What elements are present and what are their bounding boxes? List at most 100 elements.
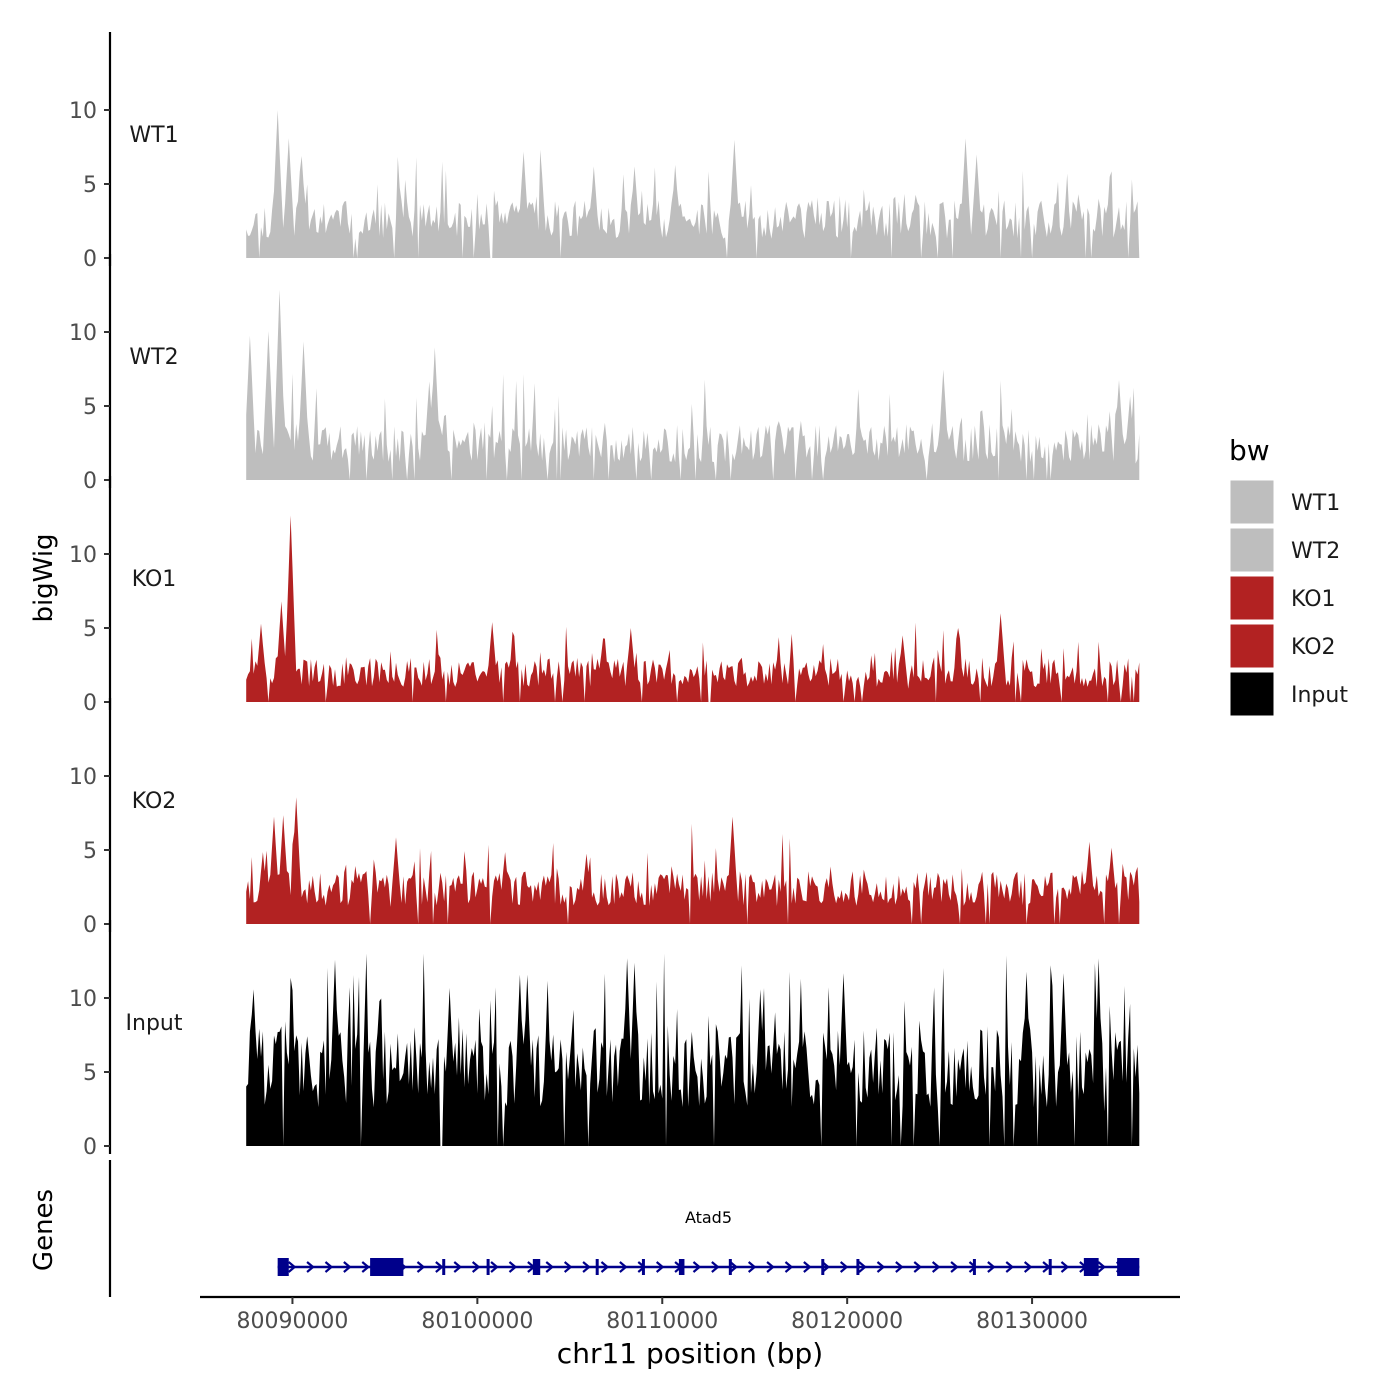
gene-track: Genes Atad5 xyxy=(29,1160,1140,1297)
strand-arrow xyxy=(950,1261,959,1273)
strand-arrow xyxy=(711,1261,720,1273)
y-tick-label: 10 xyxy=(69,765,97,790)
y-tick-label: 10 xyxy=(69,543,97,568)
signal-area-wt1 xyxy=(246,110,1140,258)
strand-arrow xyxy=(1023,1261,1033,1273)
y-tick-label: 5 xyxy=(83,617,97,642)
exon xyxy=(277,1258,289,1276)
legend: bw WT1 WT2 KO1 KO2 Input xyxy=(1229,434,1348,717)
track-wt2: 0 5 10 WT2 xyxy=(69,254,1140,494)
track-label-wt2: WT2 xyxy=(129,345,178,370)
strand-arrow xyxy=(600,1261,610,1273)
legend-swatch-wt1 xyxy=(1229,479,1275,525)
legend-swatch-ko2 xyxy=(1229,623,1275,669)
strand-arrow xyxy=(1097,1261,1106,1273)
strand-arrow xyxy=(987,1261,996,1273)
track-label-ko1: KO1 xyxy=(132,567,177,592)
strand-arrow xyxy=(508,1261,518,1273)
signal-area-input xyxy=(246,953,1140,1146)
strand-arrow xyxy=(619,1261,628,1273)
strand-arrow xyxy=(876,1261,886,1273)
signal-tracks: 0 5 10 WT1 0 5 10 WT2 0 5 10 KO1 0 5 10 KO2 0 5 10 Input xyxy=(69,32,1140,1160)
strand-arrow xyxy=(895,1261,904,1273)
signal-area-wt2 xyxy=(246,289,1140,480)
signal-area-ko1 xyxy=(246,515,1140,702)
legend-label-ko1: KO1 xyxy=(1291,587,1336,612)
strand-arrow xyxy=(913,1261,922,1273)
exon xyxy=(370,1258,404,1276)
legend-swatch-ko1 xyxy=(1229,575,1275,621)
exon xyxy=(1048,1259,1052,1275)
strand-arrow xyxy=(655,1261,665,1273)
track-label-ko2: KO2 xyxy=(132,789,177,814)
x-tick-label: 80120000 xyxy=(791,1309,903,1334)
strand-arrow xyxy=(839,1261,849,1273)
x-axis: 80090000 80100000 80110000 80120000 80130000 xyxy=(200,1295,1180,1334)
strand-arrow xyxy=(803,1261,812,1273)
strand-arrow xyxy=(692,1261,702,1273)
legend-swatch-input xyxy=(1229,671,1275,717)
y-tick-label: 0 xyxy=(83,469,97,494)
y-axis-title: bigWig xyxy=(29,533,59,622)
legend-label-wt1: WT1 xyxy=(1291,491,1340,516)
exon xyxy=(595,1259,599,1275)
gene-name-label: Atad5 xyxy=(685,1208,732,1227)
y-tick-label: 0 xyxy=(83,247,97,272)
y-tick-label: 0 xyxy=(83,1135,97,1160)
strand-arrow xyxy=(361,1261,370,1273)
y-tick-label: 5 xyxy=(83,1061,97,1086)
track-ko1: 0 5 10 KO1 xyxy=(69,476,1140,716)
exon xyxy=(856,1259,860,1275)
strand-arrow xyxy=(324,1261,334,1273)
strand-arrow xyxy=(784,1261,794,1273)
x-tick-label: 80110000 xyxy=(606,1309,718,1334)
strand-arrow xyxy=(1005,1261,1014,1273)
track-input: 0 5 10 Input xyxy=(69,920,1140,1160)
track-wt1: 0 5 10 WT1 xyxy=(69,32,1140,272)
exon xyxy=(1083,1258,1099,1276)
strand-arrow xyxy=(766,1261,775,1273)
strand-arrow xyxy=(287,1261,297,1273)
legend-label-wt2: WT2 xyxy=(1291,539,1340,564)
y-tick-label: 10 xyxy=(69,321,97,346)
y-tick-label: 0 xyxy=(83,913,97,938)
track-label-input: Input xyxy=(126,1011,183,1036)
exon xyxy=(532,1259,541,1275)
strand-arrow xyxy=(453,1261,462,1273)
y-tick-label: 5 xyxy=(83,173,97,198)
strand-arrow xyxy=(490,1261,499,1273)
strand-arrow xyxy=(729,1261,738,1273)
legend-title: bw xyxy=(1229,434,1270,467)
legend-label-input: Input xyxy=(1291,683,1348,708)
track-ko2: 0 5 10 KO2 xyxy=(69,698,1140,938)
strand-arrow xyxy=(343,1261,352,1273)
y-tick-label: 0 xyxy=(83,691,97,716)
y-tick-label: 5 xyxy=(83,839,97,864)
y-tick-label: 10 xyxy=(69,987,97,1012)
legend-swatch-wt2 xyxy=(1229,527,1275,573)
exon xyxy=(972,1259,976,1275)
exon xyxy=(641,1259,645,1275)
strand-arrow xyxy=(931,1261,941,1273)
legend-label-ko2: KO2 xyxy=(1291,635,1336,660)
exon xyxy=(1117,1258,1140,1276)
strand-arrow xyxy=(545,1261,554,1273)
x-tick-label: 80090000 xyxy=(236,1309,348,1334)
strand-arrow xyxy=(1060,1261,1070,1273)
x-tick-label: 80100000 xyxy=(421,1309,533,1334)
strand-arrow xyxy=(306,1261,315,1273)
exon xyxy=(486,1259,490,1275)
signal-area-ko2 xyxy=(246,797,1140,924)
y-tick-label: 10 xyxy=(69,99,97,124)
exon xyxy=(678,1259,685,1275)
exon xyxy=(442,1259,446,1275)
track-label-wt1: WT1 xyxy=(129,123,178,148)
strand-arrow xyxy=(582,1261,591,1273)
genes-axis-label: Genes xyxy=(29,1189,59,1271)
y-tick-label: 5 xyxy=(83,395,97,420)
strand-arrow xyxy=(747,1261,757,1273)
strand-arrow xyxy=(471,1261,481,1273)
strand-arrow xyxy=(416,1261,426,1273)
x-axis-title: chr11 position (bp) xyxy=(557,1337,823,1370)
